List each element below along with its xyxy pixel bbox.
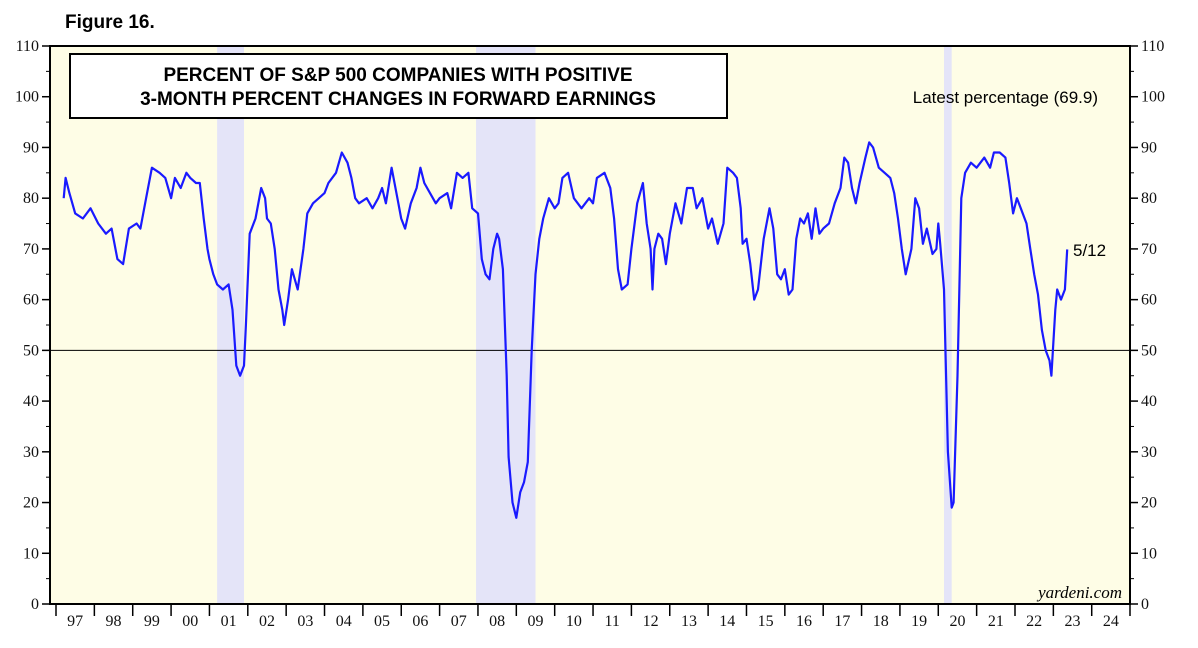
x-tick-label: 08 bbox=[489, 613, 505, 630]
x-tick-label: 20 bbox=[949, 613, 965, 630]
source-watermark: yardeni.com bbox=[1036, 583, 1122, 602]
x-tick-label: 97 bbox=[67, 613, 83, 630]
x-tick-label: 22 bbox=[1026, 613, 1042, 630]
chart-title-line-1: PERCENT OF S&P 500 COMPANIES WITH POSITI… bbox=[163, 65, 632, 86]
x-tick-label: 00 bbox=[182, 613, 198, 630]
y-tick-label-left: 80 bbox=[23, 190, 39, 207]
x-tick-label: 05 bbox=[374, 613, 390, 630]
y-tick-label-right: 110 bbox=[1141, 38, 1164, 55]
x-tick-label: 09 bbox=[528, 613, 544, 630]
y-tick-label-left: 60 bbox=[23, 292, 39, 309]
y-tick-label-right: 40 bbox=[1141, 393, 1157, 410]
x-tick-label: 98 bbox=[106, 613, 122, 630]
latest-date-label: 5/12 bbox=[1073, 241, 1106, 260]
x-tick-label: 06 bbox=[412, 613, 428, 630]
y-tick-label-right: 10 bbox=[1141, 545, 1157, 562]
y-tick-label-right: 0 bbox=[1141, 596, 1149, 613]
x-tick-label: 01 bbox=[221, 613, 237, 630]
y-tick-label-left: 10 bbox=[23, 545, 39, 562]
x-tick-label: 19 bbox=[911, 613, 927, 630]
y-tick-label-left: 70 bbox=[23, 241, 39, 258]
x-tick-label: 16 bbox=[796, 613, 812, 630]
x-tick-label: 10 bbox=[566, 613, 582, 630]
x-tick-label: 99 bbox=[144, 613, 160, 630]
y-tick-label-right: 60 bbox=[1141, 292, 1157, 309]
y-tick-label-left: 30 bbox=[23, 444, 39, 461]
y-tick-label-left: 20 bbox=[23, 495, 39, 512]
x-tick-label: 24 bbox=[1103, 613, 1119, 630]
x-tick-label: 04 bbox=[336, 613, 352, 630]
y-tick-label-right: 50 bbox=[1141, 342, 1157, 359]
y-tick-label-right: 90 bbox=[1141, 139, 1157, 156]
plot-background bbox=[50, 46, 1130, 604]
x-tick-label: 21 bbox=[988, 613, 1004, 630]
recession-band bbox=[217, 46, 244, 604]
y-tick-label-left: 50 bbox=[23, 342, 39, 359]
y-tick-label-left: 100 bbox=[15, 89, 39, 106]
y-tick-label-right: 100 bbox=[1141, 89, 1165, 106]
x-tick-label: 07 bbox=[451, 613, 467, 630]
y-tick-label-left: 90 bbox=[23, 139, 39, 156]
title-box bbox=[69, 53, 728, 119]
x-tick-label: 12 bbox=[643, 613, 659, 630]
x-tick-label: 11 bbox=[605, 613, 620, 630]
y-tick-label-right: 80 bbox=[1141, 190, 1157, 207]
y-tick-label-right: 30 bbox=[1141, 444, 1157, 461]
y-tick-label-right: 70 bbox=[1141, 241, 1157, 258]
x-tick-label: 15 bbox=[758, 613, 774, 630]
figure-label: Figure 16. bbox=[65, 12, 155, 33]
latest-percentage-annotation: Latest percentage (69.9) bbox=[913, 88, 1098, 107]
y-tick-label-left: 0 bbox=[31, 596, 39, 613]
x-tick-label: 03 bbox=[297, 613, 313, 630]
x-tick-label: 17 bbox=[834, 613, 850, 630]
series-line bbox=[62, 141, 1069, 519]
y-tick-label-left: 40 bbox=[23, 393, 39, 410]
x-tick-label: 14 bbox=[719, 613, 735, 630]
recession-band bbox=[944, 46, 952, 604]
y-tick-label-right: 20 bbox=[1141, 495, 1157, 512]
x-tick-label: 18 bbox=[873, 613, 889, 630]
y-tick-label-left: 110 bbox=[16, 38, 39, 55]
chart-title-line-2: 3-MONTH PERCENT CHANGES IN FORWARD EARNI… bbox=[140, 89, 656, 110]
x-tick-label: 23 bbox=[1065, 613, 1081, 630]
x-tick-label: 02 bbox=[259, 613, 275, 630]
x-tick-label: 13 bbox=[681, 613, 697, 630]
